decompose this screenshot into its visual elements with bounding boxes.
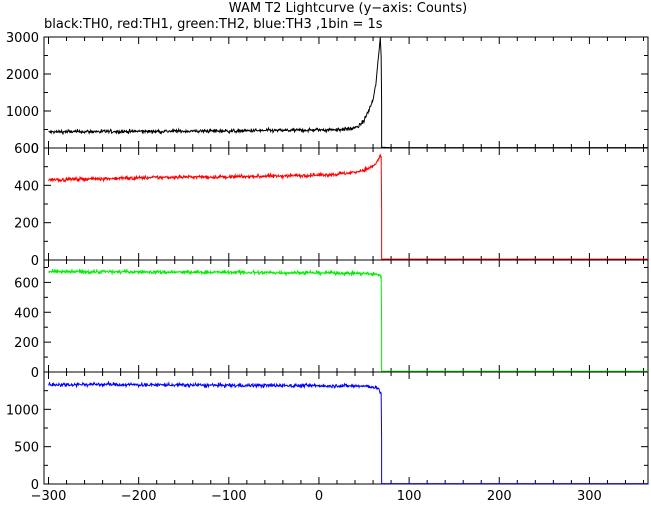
- x-tick-label: 300: [577, 489, 602, 504]
- y-tick-label: 1000: [6, 105, 39, 120]
- panel-th0: 0 1000 2000 3000: [6, 31, 649, 157]
- panel-frame: [43, 259, 649, 373]
- series-line-th3: [48, 380, 648, 485]
- y-tick-label: 600: [14, 142, 39, 157]
- panel-th1: 0 200 400 600: [14, 142, 649, 269]
- y-tick-label: 0: [31, 478, 39, 493]
- x-tick-label: −300: [31, 489, 67, 504]
- x-tick-label: 0: [315, 489, 323, 504]
- y-tick-label: 1000: [6, 403, 39, 418]
- panel-th3: 0 500 1000: [6, 371, 649, 493]
- x-tick-label: −200: [121, 489, 157, 504]
- y-tick-label: 2000: [6, 68, 39, 83]
- panel-th2: 0 200 400 600: [14, 259, 649, 381]
- chart-subtitle: black:TH0, red:TH1, green:TH2, blue:TH3 …: [44, 17, 383, 32]
- y-tick-label: 200: [14, 336, 39, 351]
- y-tick-label: 500: [14, 441, 39, 456]
- y-tick-label: 200: [14, 217, 39, 232]
- x-tick-label: 100: [397, 489, 422, 504]
- y-tick-label: 400: [14, 179, 39, 194]
- x-tick-label: 200: [487, 489, 512, 504]
- panels-group: 0100020003000020040060002004006000500100…: [6, 31, 649, 493]
- series-line-th2: [48, 268, 648, 372]
- y-tick-label: 0: [31, 254, 39, 269]
- series-line-th1: [48, 153, 648, 260]
- panel-frame: [43, 371, 649, 485]
- chart-title: WAM T2 Lightcurve (y−axis: Counts): [229, 1, 467, 16]
- y-tick-label: 600: [14, 276, 39, 291]
- y-tick-label: 0: [31, 366, 39, 381]
- y-tick-label: 3000: [6, 31, 39, 46]
- y-tick-label: 0: [31, 142, 39, 157]
- x-axis: −300 −200 −100 0 100 200 300: [31, 489, 602, 504]
- x-tick-label: −100: [211, 489, 247, 504]
- panel-frame: [43, 147, 649, 261]
- y-tick-label: 400: [14, 306, 39, 321]
- series-line-th0: [48, 37, 648, 149]
